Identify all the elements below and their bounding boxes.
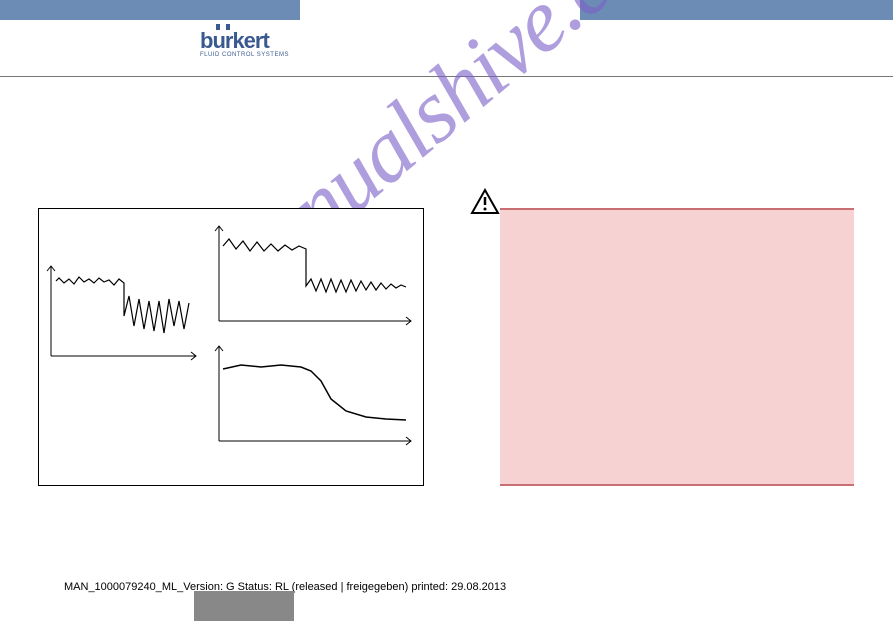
chart-bottom-right-line — [223, 365, 406, 420]
header-divider — [0, 76, 893, 77]
top-bar-right — [580, 0, 893, 20]
chart-top-right — [215, 226, 411, 325]
chart-top-right-line — [223, 239, 406, 292]
warning-banner — [500, 208, 854, 486]
logo-umlaut — [216, 24, 230, 30]
chart-panel — [38, 208, 424, 486]
warning-icon — [470, 188, 500, 221]
logo: burkert FLUID CONTROL SYSTEMS — [200, 28, 289, 58]
logo-tagline: FLUID CONTROL SYSTEMS — [200, 52, 289, 58]
footer-block — [194, 591, 294, 621]
logo-brand: burkert — [200, 28, 289, 54]
chart-bottom-right — [215, 346, 411, 445]
chart-top-left — [47, 266, 196, 360]
chart-top-left-line — [56, 277, 189, 333]
top-bar-left — [0, 0, 300, 20]
